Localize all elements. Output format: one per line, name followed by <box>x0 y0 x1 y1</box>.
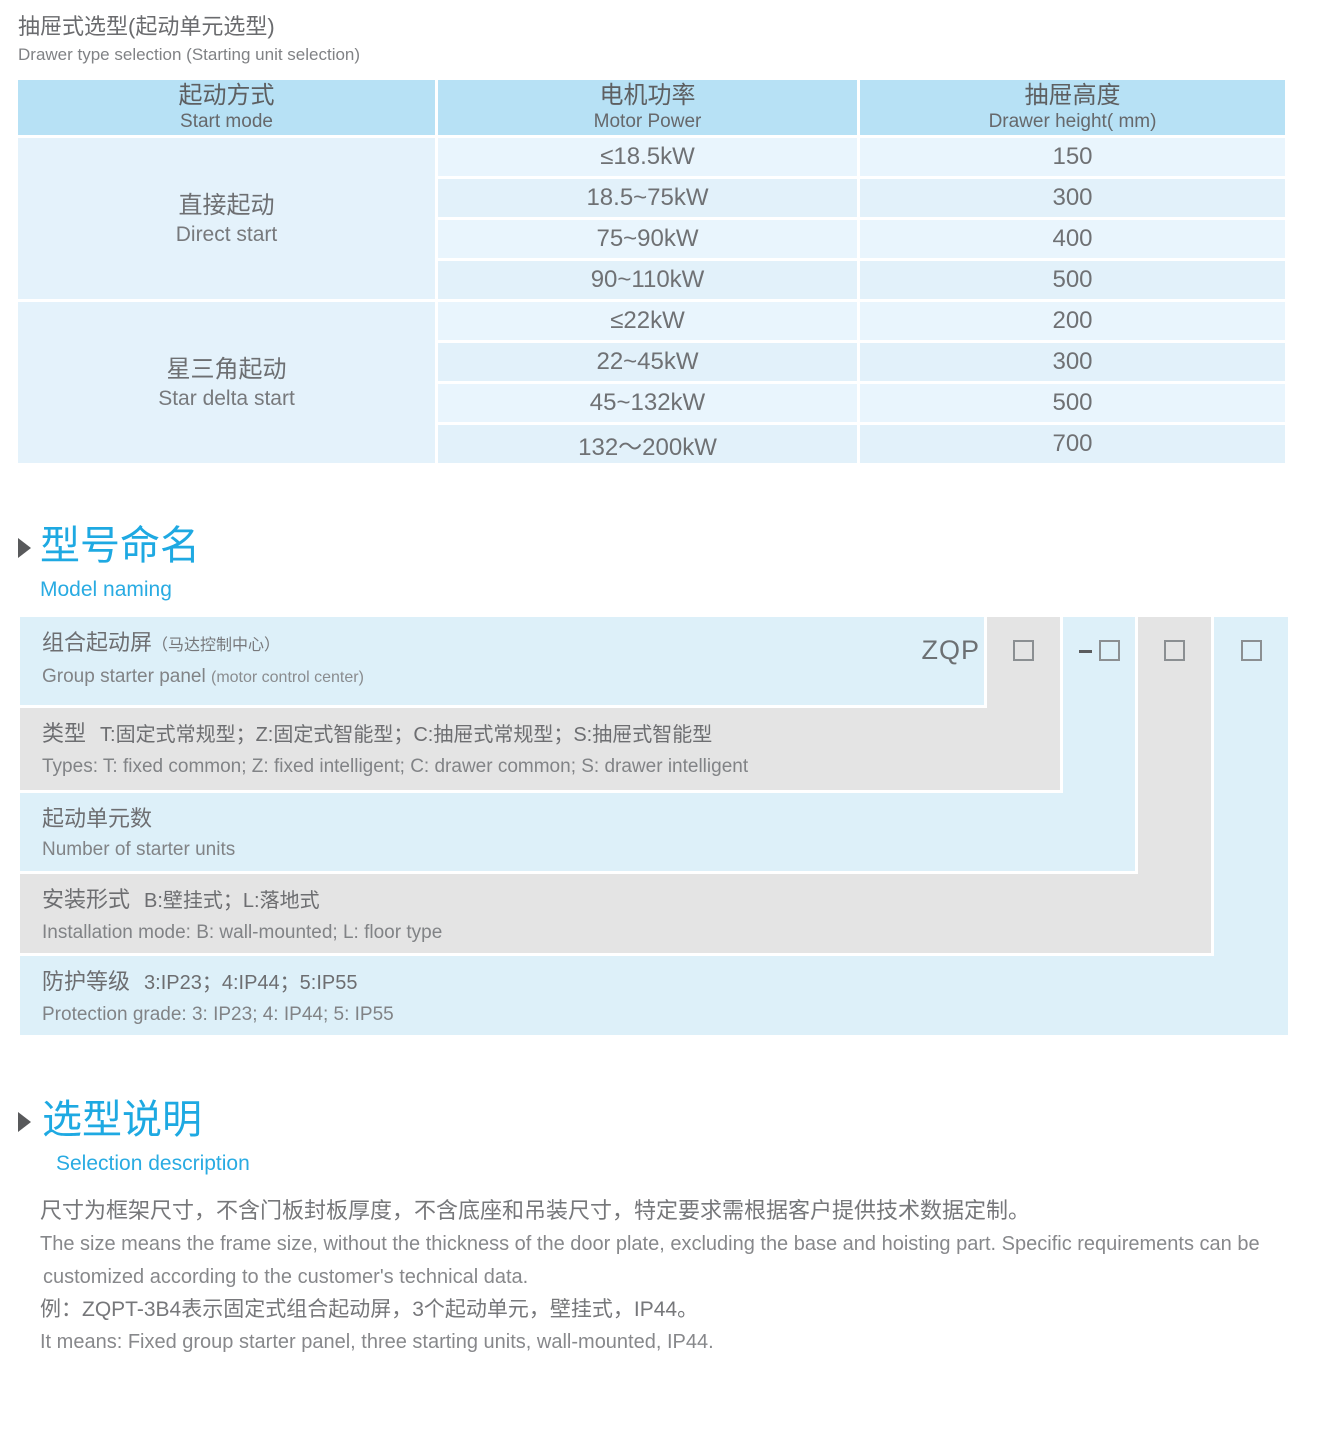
naming-row-zh-label: 组合起动屏 <box>42 630 153 655</box>
naming-row-types: 类型 T:固定式常规型；Z:固定式智能型；C:抽屉式常规型；S:抽屉式智能型 Ty… <box>20 708 1060 790</box>
code-box-icon <box>1240 640 1262 661</box>
mode-cell-direct-start: 直接起动 Direct start <box>18 138 435 299</box>
height-cell: 300 <box>860 343 1285 381</box>
naming-row-en: Types: T: fixed common; Z: fixed intelli… <box>42 756 749 777</box>
col-header-start-mode-zh: 起动方式 <box>178 82 275 109</box>
desc-line: The size means the frame size, without t… <box>40 1233 1260 1255</box>
naming-row-zh: 类型 T:固定式常规型；Z:固定式智能型；C:抽屉式常规型；S:抽屉式智能型 <box>42 717 1060 752</box>
desc-line: customized according to the customer's t… <box>43 1266 529 1288</box>
power-cell: 132～200kW <box>438 425 857 463</box>
naming-row-zh-label: 类型 <box>42 721 87 746</box>
naming-row-zh-paren: （马达控制中心） <box>152 637 281 654</box>
selection-description-heading-en: Selection description <box>56 1152 250 1175</box>
power-cell: ≤22kW <box>438 302 857 340</box>
desc-line: It means: Fixed group starter panel, thr… <box>40 1331 714 1353</box>
page-title-en: Drawer type selection (Starting unit sel… <box>18 45 361 64</box>
col-header-drawer-height: 抽屉高度 Drawer height( mm) <box>860 80 1285 135</box>
naming-row-group-starter-panel: 组合起动屏（马达控制中心） Group starter panel (motor… <box>20 617 984 705</box>
naming-row-zh: 防护等级 3:IP23；4:IP44；5:IP55 <box>42 965 1288 1000</box>
mode-direct-start-zh: 直接起动 <box>178 191 275 219</box>
col-header-motor-power: 电机功率 Motor Power <box>438 80 857 135</box>
naming-row-en: Protection grade: 3: IP23; 4: IP44; 5: I… <box>42 1004 394 1025</box>
mode-star-delta-en: Star delta start <box>158 386 295 410</box>
model-naming-diagram: 组合起动屏（马达控制中心） Group starter panel (motor… <box>20 617 1288 1035</box>
model-code-prefix: ZQP <box>921 635 980 665</box>
mode-direct-start-en: Direct start <box>175 222 278 246</box>
code-dash-icon <box>1078 650 1092 653</box>
code-column-protection <box>1214 617 1288 956</box>
code-box-icon <box>1164 640 1185 661</box>
section-marker-icon <box>18 1112 31 1132</box>
power-cell: 90~110kW <box>438 261 857 299</box>
col-header-start-mode: 起动方式 Start mode <box>18 80 435 135</box>
code-column-starter-units <box>1063 617 1135 793</box>
naming-row-starter-units: 起动单元数 Number of starter units <box>20 793 1135 871</box>
code-box-icon <box>1098 640 1120 661</box>
naming-row-zh: 安装形式 B:壁挂式；L:落地式 <box>42 883 1211 918</box>
power-cell: 18.5~75kW <box>438 179 857 217</box>
height-cell: 700 <box>860 425 1285 463</box>
naming-row-zh-label: 防护等级 <box>42 969 131 994</box>
naming-row-en: Number of starter units <box>42 839 236 860</box>
selection-description-text: 尺寸为框架尺寸，不含门板封板厚度，不含底座和吊装尺寸，特定要求需根据客户提供技术… <box>40 1194 1300 1359</box>
power-cell: ≤18.5kW <box>438 138 857 176</box>
naming-row-zh-detail: T:固定式常规型；Z:固定式智能型；C:抽屉式常规型；S:抽屉式智能型 <box>100 724 713 746</box>
mode-star-delta-zh: 星三角起动 <box>166 355 287 383</box>
page-title-zh: 抽屉式选型(起动单元选型) <box>18 14 275 39</box>
naming-row-zh-label: 安装形式 <box>42 887 131 912</box>
desc-line: 例：ZQPT-3B4表示固定式组合起动屏，3个起动单元，壁挂式，IP44。 <box>40 1298 699 1321</box>
height-cell: 300 <box>860 179 1285 217</box>
naming-row-zh: 起动单元数 <box>42 806 153 831</box>
height-cell: 150 <box>860 138 1285 176</box>
code-column-type <box>987 617 1060 708</box>
power-cell: 75~90kW <box>438 220 857 258</box>
section-marker-icon <box>18 538 31 558</box>
col-header-start-mode-en: Start mode <box>180 111 273 132</box>
code-box-icon <box>1013 640 1034 661</box>
naming-row-installation-mode: 安装形式 B:壁挂式；L:落地式 Installation mode: B: wa… <box>20 874 1211 953</box>
height-cell: 400 <box>860 220 1285 258</box>
col-header-drawer-height-en: Drawer height( mm) <box>988 111 1157 132</box>
col-header-motor-power-zh: 电机功率 <box>599 82 696 109</box>
drawer-selection-table: 起动方式 Start mode 电机功率 Motor Power 抽屉高度 Dr… <box>18 80 1285 463</box>
power-cell: 45~132kW <box>438 384 857 422</box>
naming-row-en-label: Group starter panel <box>42 666 206 687</box>
col-header-motor-power-en: Motor Power <box>593 111 702 132</box>
col-header-drawer-height-zh: 抽屉高度 <box>1024 82 1121 109</box>
naming-row-zh-detail: 3:IP23；4:IP44；5:IP55 <box>144 972 358 994</box>
naming-row-en: Group starter panel (motor control cente… <box>42 662 984 693</box>
naming-row-protection-grade: 防护等级 3:IP23；4:IP44；5:IP55 Protection grad… <box>20 956 1288 1035</box>
model-naming-heading-zh: 型号命名 <box>40 524 200 568</box>
page-title: 抽屉式选型(起动单元选型) Drawer type selection (Sta… <box>18 12 360 68</box>
code-column-installation <box>1138 617 1211 874</box>
model-naming-heading-en: Model naming <box>40 578 172 601</box>
naming-row-en-paren: (motor control center) <box>210 669 364 686</box>
naming-row-en: Installation mode: B: wall-mounted; L: f… <box>42 922 443 943</box>
height-cell: 500 <box>860 384 1285 422</box>
mode-cell-star-delta-start: 星三角起动 Star delta start <box>18 302 435 463</box>
naming-row-zh: 组合起动屏（马达控制中心） <box>42 626 984 662</box>
power-cell: 22~45kW <box>438 343 857 381</box>
naming-row-zh-detail: B:壁挂式；L:落地式 <box>144 890 320 912</box>
height-cell: 500 <box>860 261 1285 299</box>
selection-description-heading-zh: 选型说明 <box>42 1098 202 1142</box>
desc-line: 尺寸为框架尺寸，不含门板封板厚度，不含底座和吊装尺寸，特定要求需根据客户提供技术… <box>40 1198 1031 1223</box>
height-cell: 200 <box>860 302 1285 340</box>
